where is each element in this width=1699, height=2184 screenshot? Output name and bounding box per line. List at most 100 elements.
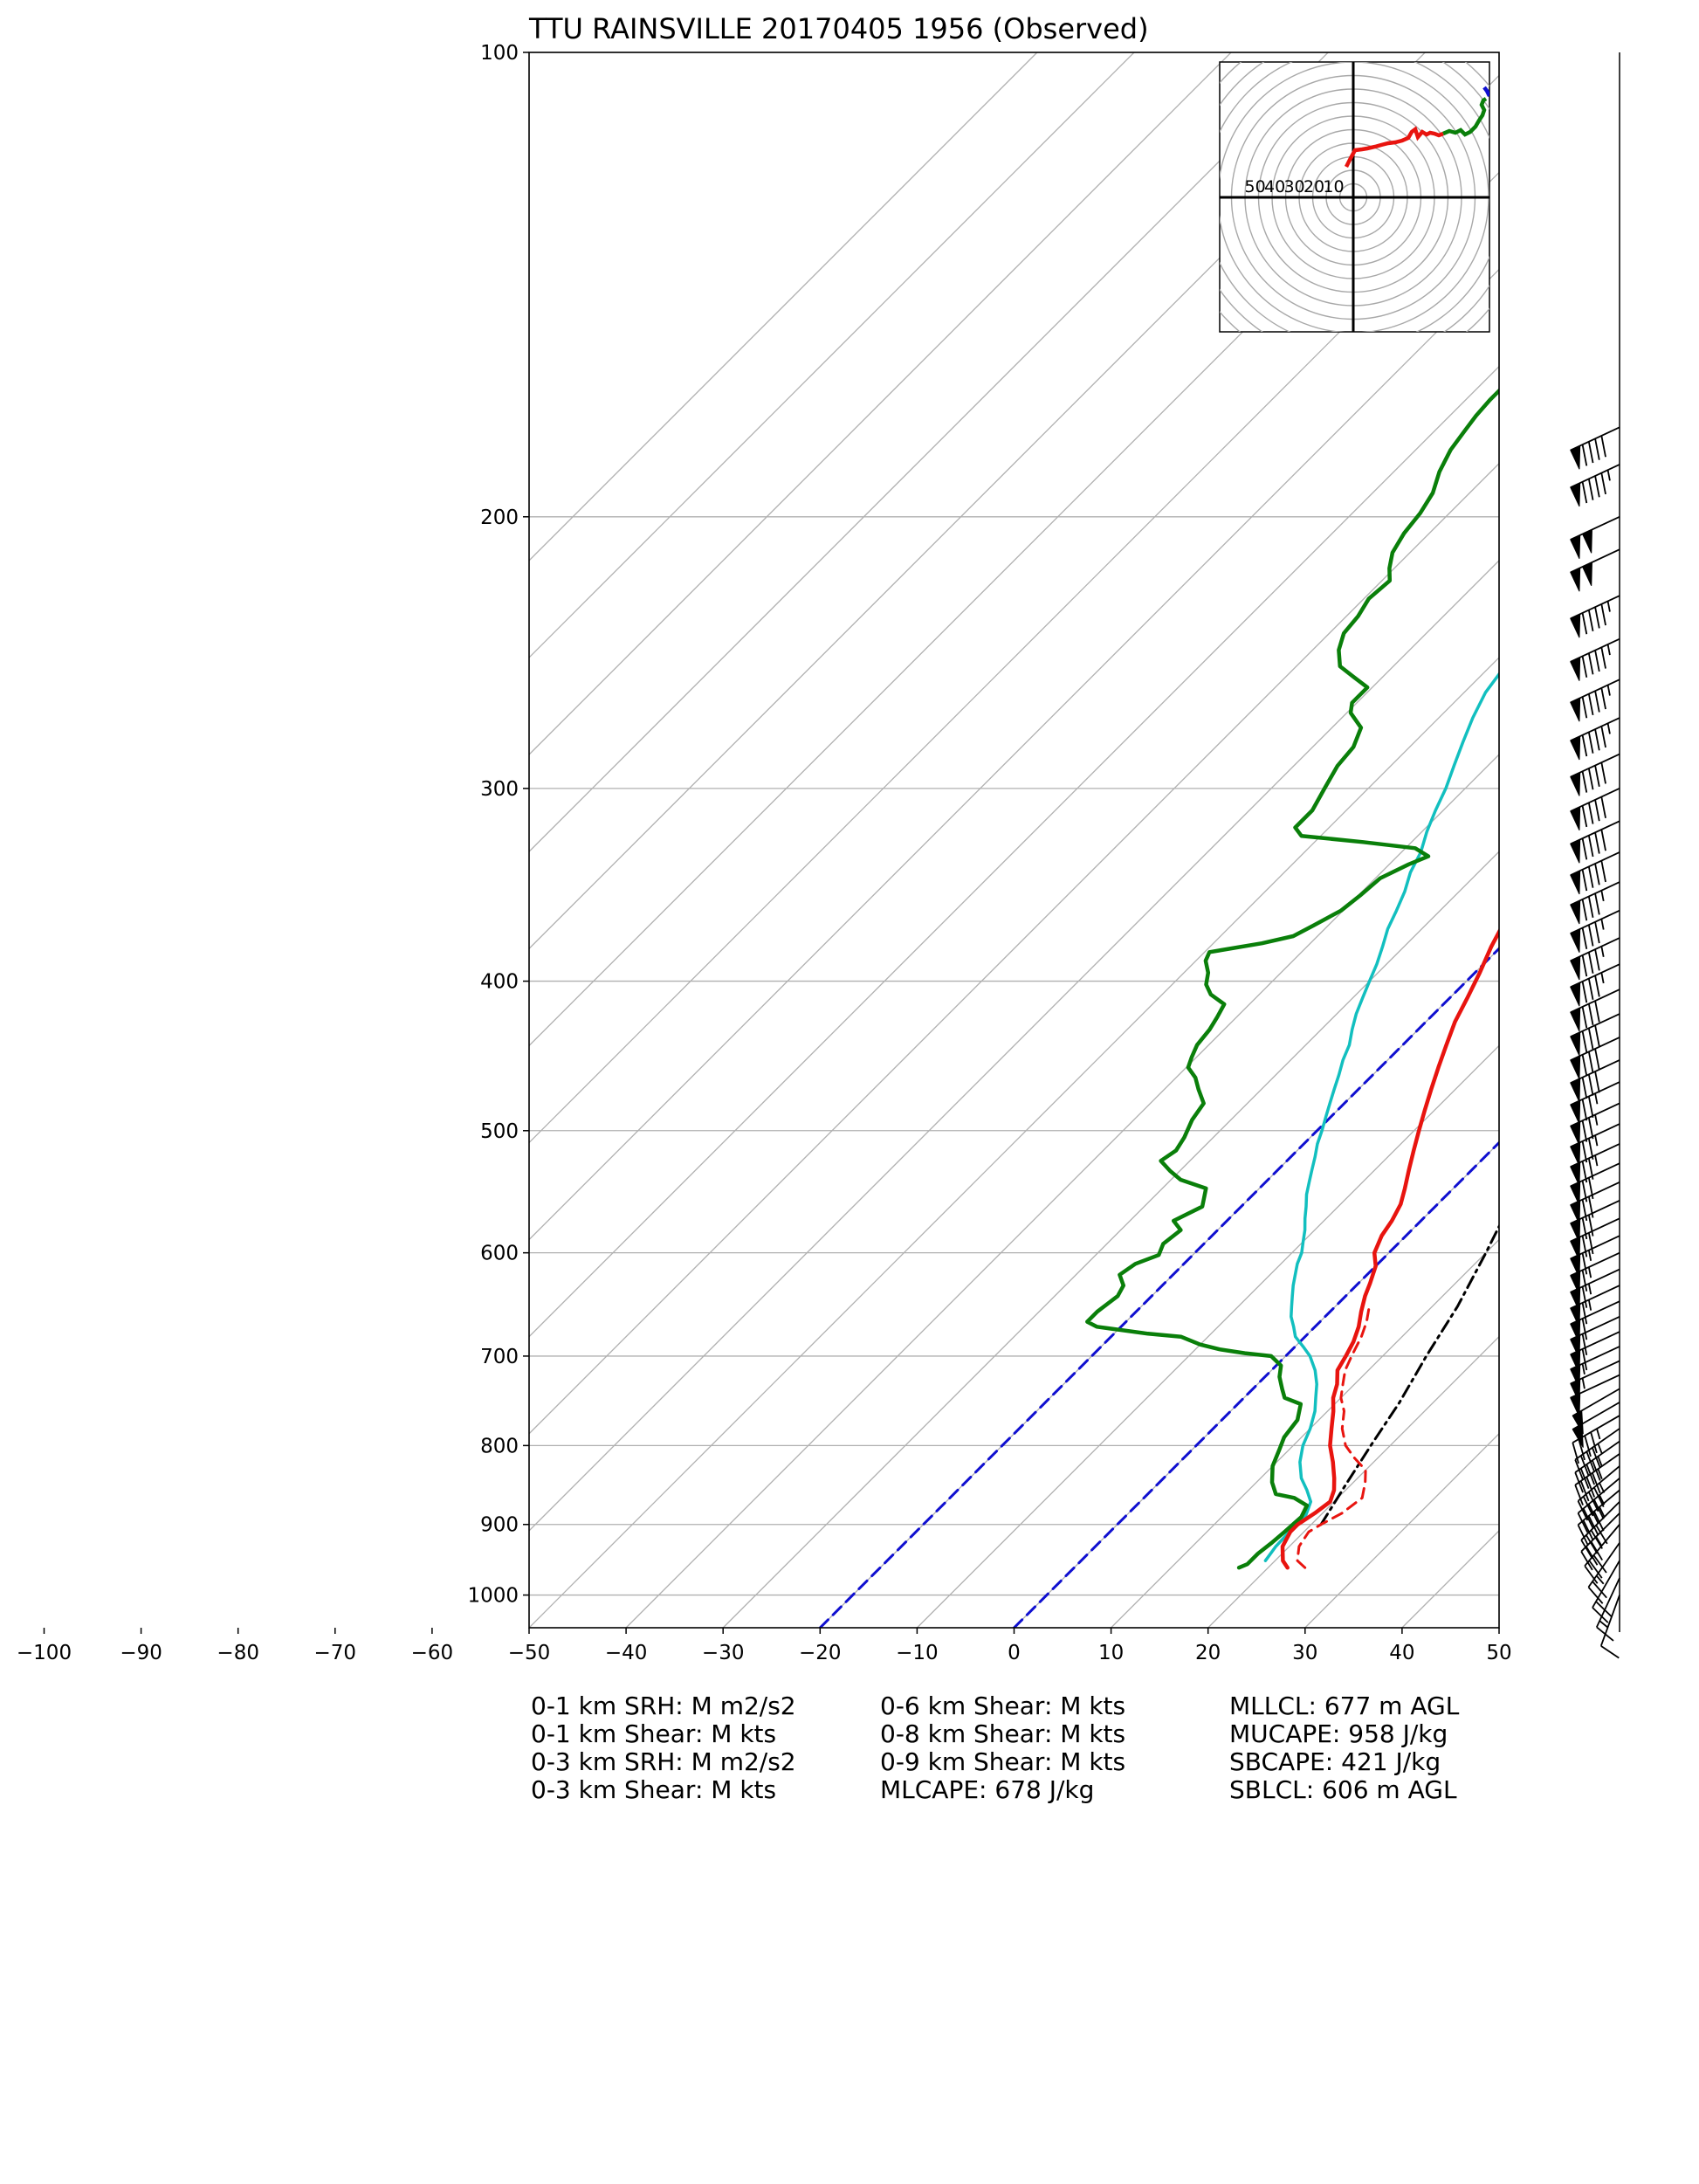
wind-barb-flag [1570, 771, 1581, 796]
wind-barb-full [1587, 1492, 1599, 1512]
wind-barb [1570, 788, 1620, 831]
wind-barb-full [1579, 1468, 1590, 1489]
wind-barb-flag [1570, 1253, 1581, 1278]
dewpoint-line [1085, 388, 1499, 1570]
wind-barb-full [1594, 765, 1600, 787]
wind-barb-full [1581, 869, 1588, 892]
isotherm-gridline [1207, 1335, 1499, 1628]
series-layer [818, 388, 1499, 1628]
wind-barb-half [1594, 1114, 1599, 1126]
wind-barb-full [1587, 1158, 1594, 1180]
virtual-temperature-line [1296, 1305, 1371, 1569]
wind-barb [1570, 595, 1620, 638]
wind-barb-full [1594, 1071, 1600, 1093]
wind-barb-full [1594, 650, 1600, 672]
wind-barb-full [1579, 1480, 1590, 1502]
y-tick-label: 600 [480, 1243, 519, 1265]
wind-barb-full [1587, 1074, 1594, 1096]
y-tick-label: 1000 [467, 1585, 519, 1608]
wind-barb-full [1581, 1333, 1588, 1356]
wind-barb-flag [1570, 899, 1581, 925]
wind-barb [1570, 881, 1620, 925]
temperature-line [1280, 927, 1499, 1570]
wind-barb-flag [1570, 534, 1581, 559]
wind-barb [1570, 989, 1620, 1032]
isotherm-minus20-line [818, 947, 1499, 1628]
wetbulb-line [1263, 672, 1499, 1562]
wind-barb-flag [1570, 1141, 1581, 1167]
wind-barb-flag [1570, 1286, 1581, 1312]
wind-barb-half [1587, 1266, 1592, 1278]
wind-barb-full [1594, 832, 1600, 854]
wind-barb-full [1581, 734, 1588, 757]
isotherm-gridline [529, 52, 1232, 756]
wind-barb-full [1581, 1318, 1588, 1340]
stat-text: 0-3 km Shear: M kts [531, 1775, 776, 1804]
wind-barb-flag [1570, 1303, 1581, 1328]
wind-barb-full [1581, 1140, 1588, 1163]
wind-barb-full [1582, 1519, 1594, 1540]
wind-barb-full [1580, 1551, 1593, 1571]
wind-barb-full [1581, 1270, 1588, 1292]
wind-barb-full [1581, 656, 1588, 678]
stat-text: 0-3 km SRH: M m2/s2 [531, 1747, 796, 1776]
x-tick-label: −40 [605, 1642, 648, 1664]
x-tick-label: 50 [1486, 1642, 1511, 1664]
isotherm-gridline [625, 754, 1499, 1628]
wind-barb-full [1592, 1472, 1601, 1494]
x-tick-label: −50 [508, 1642, 551, 1664]
wind-barb-full [1581, 696, 1588, 719]
x-tick-label: −80 [217, 1642, 259, 1664]
wind-barb-half [1587, 1250, 1592, 1261]
wind-barb-half [1595, 1574, 1605, 1585]
wind-barb-half [1599, 1620, 1609, 1629]
y-tick-label: 200 [480, 506, 519, 529]
stat-text: 0-6 km Shear: M kts [880, 1691, 1125, 1720]
wind-barb-full [1587, 866, 1594, 888]
wind-barb-flag [1570, 697, 1581, 722]
isotherm-gridline [1498, 1627, 1499, 1628]
wind-barb [1570, 851, 1620, 895]
y-tick-label: 700 [480, 1346, 519, 1368]
wind-barb-half [1599, 1494, 1606, 1505]
wind-barb [1587, 1542, 1620, 1604]
wind-barb-flag [1570, 1055, 1581, 1080]
wind-barb [1580, 1501, 1620, 1560]
wind-barb-full [1587, 1117, 1594, 1140]
wind-barb-full [1594, 1000, 1600, 1023]
isotherm-gridline [529, 365, 1499, 1338]
wind-barb-full [1587, 1051, 1594, 1073]
wind-barbs [1570, 52, 1620, 1659]
isotherm-gridline [529, 559, 1499, 1532]
wind-barb-full [1581, 1252, 1588, 1275]
wind-barb-flag [1570, 870, 1581, 895]
wind-barb-flag [1570, 482, 1581, 507]
wind-barb-full [1592, 1460, 1601, 1481]
wind-barb [1570, 1059, 1620, 1103]
wind-barb-flag [1570, 1200, 1581, 1224]
wind-barb-full [1600, 726, 1606, 748]
wind-barb-full [1590, 1431, 1598, 1454]
wind-barb-full [1594, 606, 1600, 629]
wind-barb-flag [1570, 806, 1581, 831]
wind-barb [1570, 909, 1620, 953]
wind-barb-full [1581, 1006, 1588, 1029]
wind-barb-full [1578, 1438, 1586, 1461]
wind-barb-full [1584, 1565, 1599, 1584]
wind-barb-full [1600, 860, 1606, 883]
wind-barb-half [1581, 1377, 1586, 1389]
wind-barb [1577, 1489, 1620, 1545]
wind-barb-half [1600, 919, 1605, 930]
y-tick-label: 300 [480, 778, 519, 801]
wind-barb-full [1581, 481, 1588, 504]
wind-barb [1570, 464, 1620, 507]
wind-barb [1584, 1524, 1620, 1584]
wind-barb-full [1586, 1546, 1599, 1566]
wind-barb-flag [1570, 1120, 1581, 1146]
isotherm-gridline [529, 657, 1499, 1628]
wind-barb-full [1587, 1232, 1594, 1255]
x-tick-label: 40 [1389, 1642, 1414, 1664]
wind-barb-full [1584, 1435, 1592, 1457]
wind-barb-full [1587, 952, 1594, 974]
x-tick-label: −70 [314, 1642, 357, 1664]
